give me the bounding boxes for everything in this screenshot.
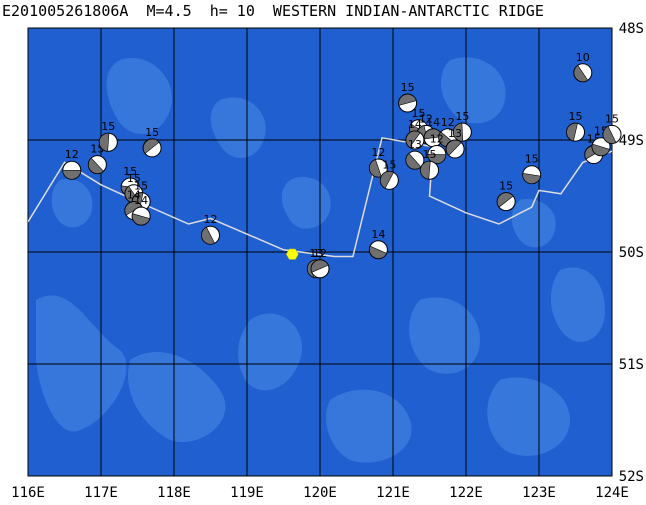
map-frame xyxy=(27,27,613,477)
depth-label: 14 xyxy=(371,228,385,241)
depth-label: 14 xyxy=(408,118,422,131)
longitude-tick-label: 117E xyxy=(84,485,118,501)
depth-label: 12 xyxy=(65,148,79,161)
longitude-tick-label: 116E xyxy=(11,485,45,501)
depth-label: 15 xyxy=(134,180,148,193)
epicenter-marker xyxy=(286,248,299,260)
depth-label: 12 xyxy=(430,133,444,146)
beachball-mechanism: 12 xyxy=(62,148,82,180)
latitude-tick-labels: 48S 49S 50S 51S 52S xyxy=(619,21,644,485)
beachball-mechanism: 15 xyxy=(496,180,516,212)
beachball-mechanism: 15 xyxy=(452,110,472,142)
beachball-mechanism: 14 xyxy=(405,118,425,150)
depth-label: 15 xyxy=(401,81,415,94)
latitude-tick-label: 51S xyxy=(619,357,644,373)
depth-label: 15 xyxy=(569,110,583,123)
beachball-mechanism: 15 xyxy=(602,112,622,144)
beachball-mechanism: 13 xyxy=(405,138,425,170)
depth-label: 15 xyxy=(423,148,437,161)
latitude-tick-label: 49S xyxy=(619,133,644,149)
graticule xyxy=(28,28,612,476)
bathymetry-texture xyxy=(36,57,605,463)
depth-label: 13 xyxy=(448,127,462,140)
beachball-mechanism: 14 xyxy=(423,116,443,148)
longitude-tick-label: 124E xyxy=(595,485,629,501)
depth-label: 15 xyxy=(605,112,619,125)
depth-label: 13 xyxy=(309,247,323,260)
depth-label: 15 xyxy=(382,158,396,171)
depth-label: 14 xyxy=(134,194,148,207)
beachball-mechanism: 14 xyxy=(131,194,151,226)
longitude-tick-label: 120E xyxy=(303,485,337,501)
beachball-mechanism: 15 xyxy=(379,158,399,190)
depth-label: 15 xyxy=(525,153,539,166)
depth-label: 12 xyxy=(419,112,433,125)
beachball-mechanism: 12 xyxy=(201,213,220,245)
latitude-tick-label: 48S xyxy=(619,21,644,37)
depth-label: 14 xyxy=(426,116,440,129)
beachball-mechanism: 13 xyxy=(445,127,465,159)
map-title: E201005261806A M=4.5 h= 10 WESTERN INDIA… xyxy=(2,2,544,20)
depth-label: 15 xyxy=(499,180,513,193)
beachball-mechanism: 15 xyxy=(566,110,585,142)
longitude-tick-label: 123E xyxy=(522,485,556,501)
depth-label: 13 xyxy=(408,138,422,151)
beachball-mechanism: 15 xyxy=(142,126,162,158)
depth-label: 15 xyxy=(127,172,141,185)
depth-label: 15 xyxy=(101,120,115,133)
beachball-mechanism: 15 xyxy=(87,143,107,175)
depth-label: 15 xyxy=(455,110,469,123)
beachball-mechanism: 15 xyxy=(591,125,611,157)
longitude-tick-label: 121E xyxy=(376,485,410,501)
beachball-mechanism: 14 xyxy=(368,228,388,260)
depth-label: 10 xyxy=(576,51,590,64)
depth-label: 12 xyxy=(371,146,385,159)
depth-label: 15 xyxy=(123,165,137,178)
beachball-mechanism: 15 xyxy=(398,81,418,113)
depth-label: 15 xyxy=(145,126,159,139)
depth-label: 12 xyxy=(441,116,455,129)
depth-label: 15 xyxy=(412,107,426,120)
longitude-tick-label: 122E xyxy=(449,485,483,501)
beachball-mechanism: 15 xyxy=(420,148,439,180)
beachball-mechanism: 12 xyxy=(310,247,330,279)
depth-label: 12 xyxy=(204,213,218,226)
beachball-mechanism: 15 xyxy=(98,120,118,152)
latitude-tick-label: 50S xyxy=(619,245,644,261)
longitude-tick-labels: 116E 117E 118E 119E 120E 121E 122E 123E 124E xyxy=(11,485,629,501)
beachball-mechanism: 15 xyxy=(522,153,542,185)
longitude-tick-label: 118E xyxy=(157,485,191,501)
depth-label: 12 xyxy=(313,247,327,260)
longitude-tick-label: 119E xyxy=(230,485,264,501)
depth-label: 14 xyxy=(127,189,141,202)
beachball-mechanism: 12 xyxy=(368,146,388,178)
beachball-mechanism: 10 xyxy=(573,51,593,83)
latitude-tick-label: 52S xyxy=(619,469,644,485)
